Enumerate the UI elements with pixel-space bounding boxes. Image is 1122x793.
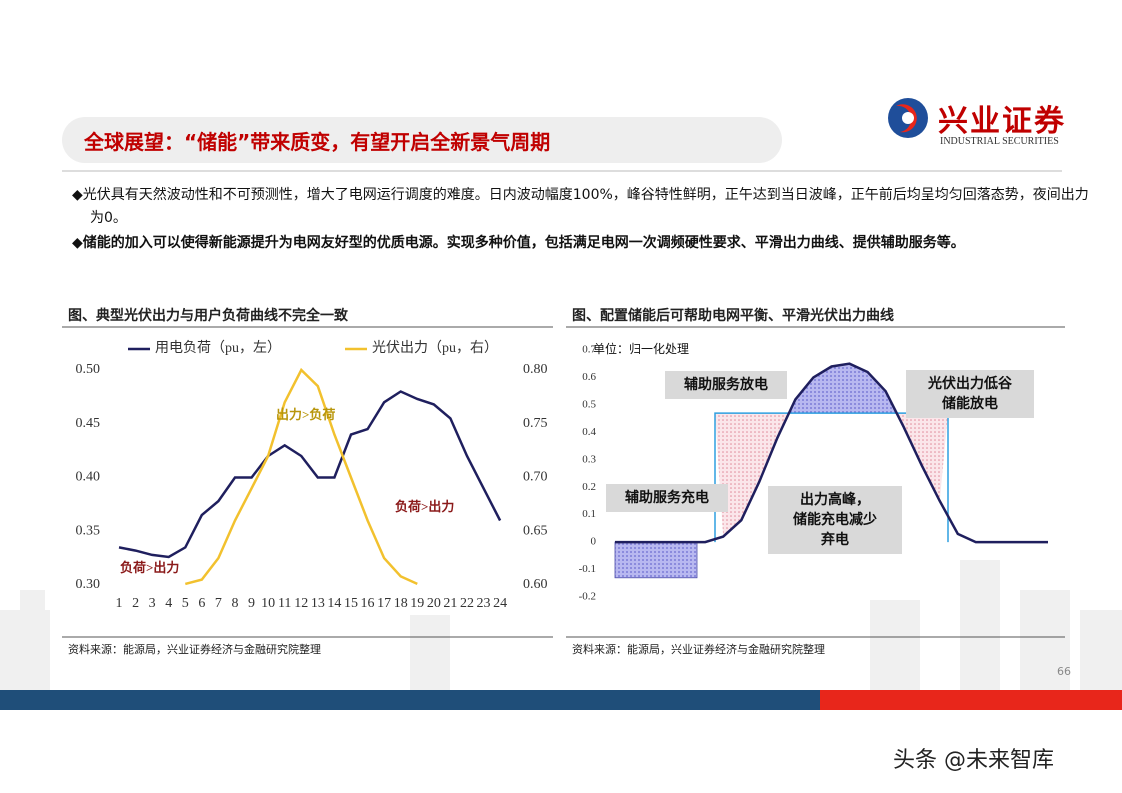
y-tick-label: 0.35: [76, 523, 101, 538]
y2-tick-label: 0.80: [523, 362, 548, 377]
legend-label: 用电负荷（pu，左）: [155, 340, 281, 356]
x-tick-label: 6: [198, 596, 205, 611]
bullet: ◆光伏具有天然波动性和不可预测性，增大了电网运行调度的难度。日内波动幅度100%…: [72, 187, 1089, 226]
x-tick-label: 12: [294, 596, 308, 611]
watermark: 头条 @未来智库: [893, 748, 1054, 773]
annotation: 负荷>出力: [120, 560, 180, 575]
series-line: [615, 362, 1048, 544]
x-tick-label: 4: [165, 596, 172, 611]
y-tick-label: 0.7: [582, 344, 596, 356]
chart-load-pv: 0.30 0.35 0.40 0.45 0.50 0.60 0.65 0.70 0.75 0.80…: [76, 340, 548, 611]
y-tick-label: 0.45: [76, 416, 101, 431]
callout: 辅助服务充电: [606, 484, 728, 512]
x-tick-label: 10: [261, 596, 275, 611]
series-line: [184, 367, 418, 586]
charge-area: [614, 541, 698, 579]
y2-tick-label: 0.70: [523, 470, 548, 485]
footer-bar-blue: [0, 690, 820, 710]
x-tick-label: 7: [215, 596, 222, 611]
x-tick-label: 23: [477, 596, 491, 611]
x-tick-label: 24: [493, 596, 507, 611]
slide-title: 全球展望：“储能”带来质变，有望开启全新景气周期: [84, 130, 551, 154]
x-tick-label: 18: [394, 596, 408, 611]
callout: 出力高峰， 储能充电减少 弃电: [768, 486, 902, 554]
chart-storage: -0.2 -0.1 0 0.1 0.2 0.3 0.4 0.5 0.6 0.7: [579, 344, 1048, 603]
y-tick-label: 0: [591, 536, 597, 548]
x-tick-label: 9: [248, 596, 255, 611]
title-pill: [62, 117, 782, 163]
y2-tick-label: 0.60: [523, 577, 548, 592]
logo-icon: [888, 98, 928, 138]
skyline: [0, 560, 1122, 690]
bullet: ◆储能的加入可以使得新能源提升为电网友好型的优质电源。实现多种价值，包括满足电网…: [72, 235, 965, 251]
source: 资料来源：能源局，兴业证券经济与金融研究院整理: [572, 643, 825, 656]
callout: 辅助服务放电: [665, 371, 787, 399]
y-tick-label: -0.1: [579, 563, 596, 575]
logo-sub: INDUSTRIAL SECURITIES: [940, 136, 1059, 147]
annotation: 出力>负荷: [276, 407, 336, 422]
series-line: [118, 390, 502, 559]
x-tick-label: 22: [460, 596, 474, 611]
x-tick-label: 5: [182, 596, 189, 611]
y-tick-label: 0.30: [76, 577, 101, 592]
y-tick-label: 0.6: [582, 371, 596, 383]
y-tick-label: 0.2: [582, 481, 596, 493]
x-tick-label: 2: [132, 596, 139, 611]
x-tick-label: 21: [443, 596, 457, 611]
y-tick-label: 0.1: [582, 508, 596, 520]
y-tick-label: 0.50: [76, 362, 101, 377]
source: 资料来源：能源局，兴业证券经济与金融研究院整理: [68, 643, 321, 656]
discharge-area: [715, 413, 948, 537]
x-tick-label: 17: [377, 596, 391, 611]
logo-name: 兴业证券: [938, 105, 1066, 138]
page-number: 66: [1057, 665, 1071, 678]
chart-title: 图、配置储能后可帮助电网平衡、平滑光伏出力曲线: [572, 308, 894, 324]
smoothed-level: [714, 412, 949, 543]
y2-tick-label: 0.75: [523, 416, 548, 431]
y-tick-label: 0.5: [582, 398, 596, 410]
chart-subtitle: 单位：归一化处理: [593, 342, 690, 356]
y2-tick-label: 0.65: [523, 523, 548, 538]
callout: 光伏出力低谷 储能放电: [906, 370, 1034, 418]
legend-label: 光伏出力（pu，右）: [372, 340, 498, 356]
y-tick-label: 0.40: [76, 470, 101, 485]
x-tick-label: 20: [427, 596, 441, 611]
y-tick-label: -0.2: [579, 591, 596, 603]
y-tick-label: 0.4: [582, 426, 596, 438]
x-tick-label: 19: [410, 596, 424, 611]
y-tick-label: 0.3: [582, 453, 596, 465]
x-tick-label: 8: [231, 596, 238, 611]
x-tick-label: 3: [149, 596, 156, 611]
x-tick-label: 14: [327, 596, 341, 611]
footer-bar-red: [820, 690, 1122, 710]
x-tick-label: 1: [116, 596, 123, 611]
chart-title: 图、典型光伏出力与用户负荷曲线不完全一致: [68, 308, 348, 324]
x-tick-label: 13: [311, 596, 325, 611]
x-tick-label: 15: [344, 596, 358, 611]
annotation: 负荷>出力: [395, 499, 455, 514]
x-tick-label: 16: [361, 596, 375, 611]
x-tick-label: 11: [278, 596, 291, 611]
